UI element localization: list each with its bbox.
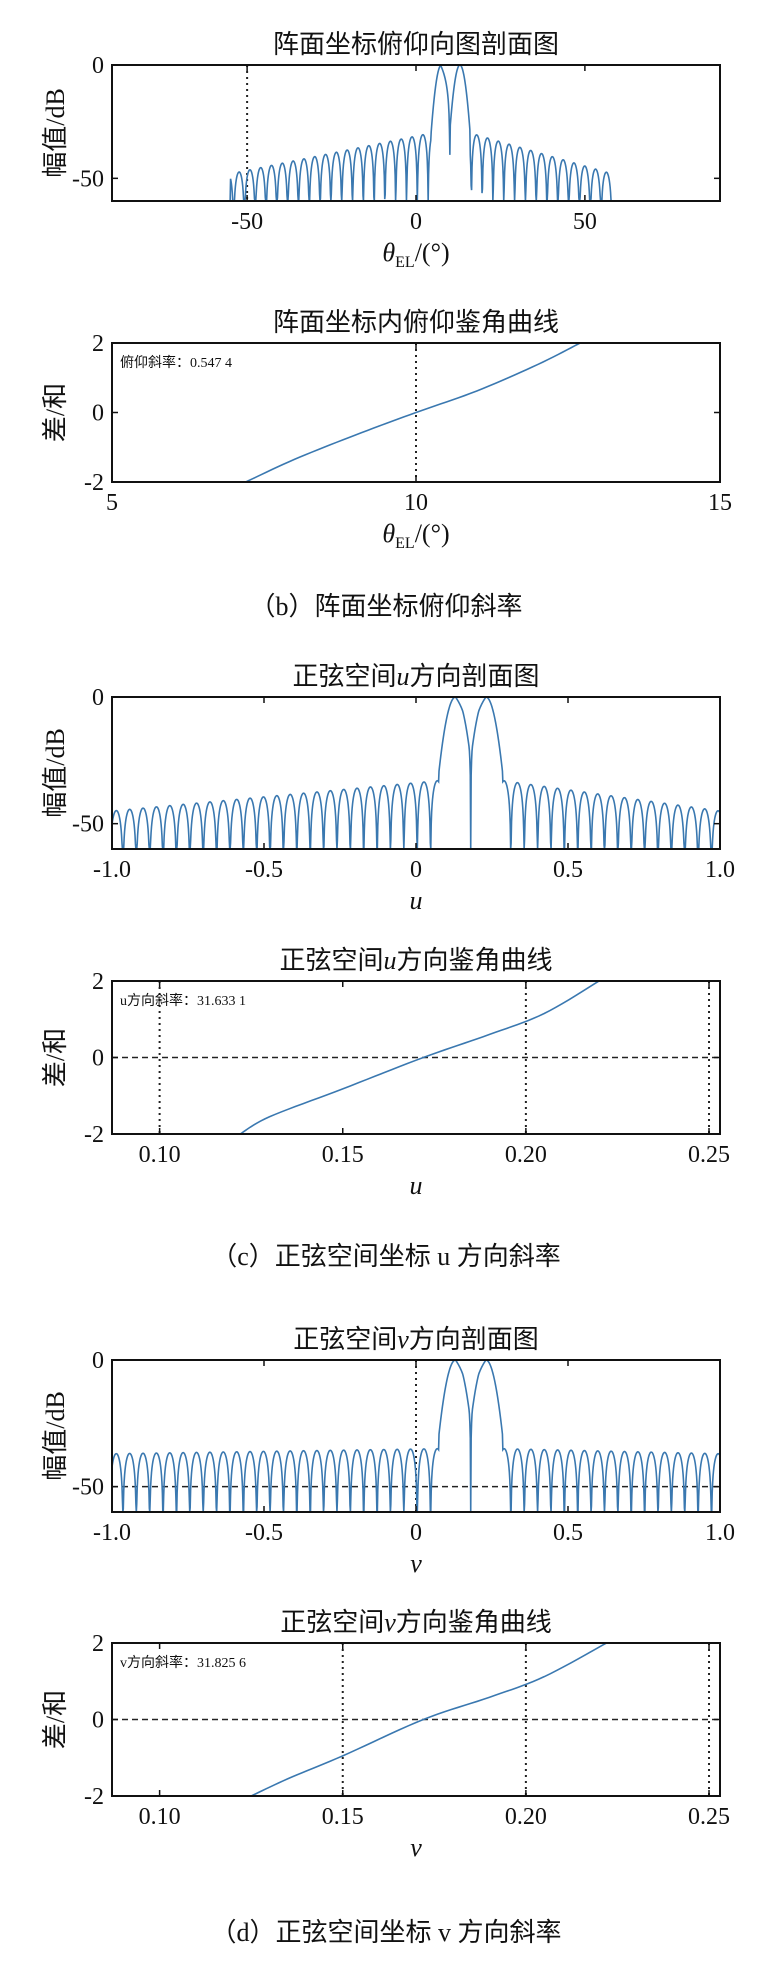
- chart-title: 正弦空间u方向鉴角曲线: [279, 946, 552, 975]
- y-tick-label: -50: [72, 812, 104, 838]
- y-tick-label: 0: [92, 1046, 104, 1072]
- slope-annotation: u方向斜率：31.633 1: [120, 992, 246, 1009]
- x-axis-label: v: [410, 1549, 422, 1578]
- x-tick-label: -50: [231, 209, 263, 235]
- x-tick-label: 0.25: [688, 1142, 730, 1168]
- x-tick-label: 0.5: [553, 1520, 583, 1546]
- series-line: [250, 1643, 607, 1796]
- y-tick-label: 0: [92, 401, 104, 427]
- caption-b: （b）阵面坐标俯仰斜率: [249, 592, 522, 621]
- x-tick-label: 5: [106, 490, 118, 516]
- x-tick-label: 0.15: [322, 1142, 364, 1168]
- x-tick-label: 1.0: [705, 1520, 735, 1546]
- x-axis-label: θEL/(°): [382, 519, 449, 552]
- series-line: [112, 1360, 720, 1512]
- x-tick-label: 0: [410, 857, 422, 883]
- x-tick-label: 15: [708, 490, 732, 516]
- x-tick-label: -1.0: [93, 1520, 131, 1546]
- x-tick-label: -0.5: [245, 1520, 283, 1546]
- series-line: [239, 981, 600, 1134]
- slope-annotation: 俯仰斜率：0.547 4: [120, 354, 232, 371]
- x-tick-label: 0.10: [139, 1142, 181, 1168]
- chart-title: 阵面坐标内俯仰鉴角曲线: [273, 308, 559, 337]
- y-tick-label: 0: [92, 53, 104, 79]
- y-tick-label: 2: [92, 969, 104, 995]
- chart-elevation-pattern: 阵面坐标俯仰向图剖面图 -50 0 50 0 -50 θEL/(°) 幅值/dB: [41, 30, 721, 271]
- chart-title: 正弦空间u方向剖面图: [292, 662, 539, 691]
- y-axis-label: 幅值/dB: [41, 728, 70, 818]
- caption-d: （d）正弦空间坐标 v 方向斜率: [210, 1918, 561, 1947]
- y-tick-label: 0: [92, 1348, 104, 1374]
- x-axis-label: u: [410, 886, 423, 915]
- caption-c: （c）正弦空间坐标 u 方向斜率: [211, 1242, 561, 1271]
- x-tick-label: 0.5: [553, 857, 583, 883]
- x-tick-label: 0.20: [505, 1804, 547, 1830]
- y-tick-label: -50: [72, 166, 104, 192]
- chart-v-discriminator: 正弦空间v方向鉴角曲线 0.10 0.15 0.20 0.25 2 0 -2 v 差/和 v方向斜率…: [41, 1608, 730, 1862]
- y-tick-label: -50: [72, 1475, 104, 1501]
- x-axis-label: u: [410, 1171, 423, 1200]
- y-tick-label: -2: [84, 1784, 104, 1810]
- y-tick-label: -2: [84, 470, 104, 496]
- chart-title: 正弦空间v方向鉴角曲线: [280, 1608, 552, 1637]
- x-tick-label: 10: [404, 490, 428, 516]
- chart-v-pattern: 正弦空间v方向剖面图 -1.0 -0.5 0 0.5 1.0 0 -50 v 幅值/dB: [41, 1325, 735, 1578]
- x-tick-label: 50: [573, 209, 597, 235]
- y-axis-label: 差/和: [41, 1690, 70, 1749]
- y-tick-label: 2: [92, 331, 104, 357]
- chart-title: 阵面坐标俯仰向图剖面图: [273, 30, 559, 59]
- y-axis-label: 差/和: [41, 1028, 70, 1087]
- x-tick-label: -1.0: [93, 857, 131, 883]
- series-line: [112, 697, 720, 849]
- y-axis-label: 差/和: [41, 383, 70, 442]
- x-tick-label: -0.5: [245, 857, 283, 883]
- x-tick-label: 0.25: [688, 1804, 730, 1830]
- y-axis-label: 幅值/dB: [41, 88, 70, 178]
- slope-annotation: v方向斜率：31.825 6: [120, 1654, 246, 1671]
- x-tick-label: 0.20: [505, 1142, 547, 1168]
- x-axis-label: v: [410, 1833, 422, 1862]
- plot-frame: [111, 64, 721, 202]
- y-tick-label: 2: [92, 1631, 104, 1657]
- x-tick-label: 0: [410, 1520, 422, 1546]
- y-tick-label: 0: [92, 685, 104, 711]
- x-tick-label: 0: [410, 209, 422, 235]
- chart-title: 正弦空间v方向剖面图: [293, 1325, 539, 1354]
- y-tick-label: -2: [84, 1122, 104, 1148]
- chart-u-pattern: 正弦空间u方向剖面图 -1.0 -0.5 0 0.5 1.0 0 -50 u 幅值/dB: [41, 662, 735, 915]
- x-tick-label: 1.0: [705, 857, 735, 883]
- series-line: [245, 343, 581, 482]
- x-tick-label: 0.15: [322, 1804, 364, 1830]
- y-axis-label: 幅值/dB: [41, 1391, 70, 1481]
- x-tick-label: 0.10: [139, 1804, 181, 1830]
- chart-u-discriminator: 正弦空间u方向鉴角曲线 0.10 0.15 0.20 0.25 2 0 -2 u 差/和 u方向斜率…: [41, 946, 730, 1200]
- series-line: [112, 65, 720, 201]
- y-tick-label: 0: [92, 1708, 104, 1734]
- x-axis-label: θEL/(°): [382, 238, 449, 271]
